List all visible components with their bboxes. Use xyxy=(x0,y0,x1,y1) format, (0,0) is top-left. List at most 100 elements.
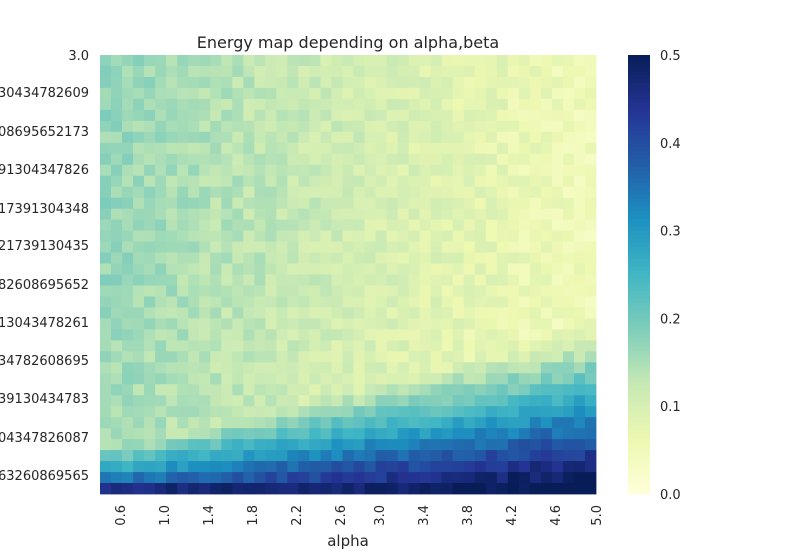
heatmap-cell xyxy=(585,461,596,472)
heatmap-cell xyxy=(342,220,353,231)
heatmap-cell xyxy=(133,66,144,77)
colorbar-segment xyxy=(628,175,650,179)
heatmap-cell xyxy=(100,187,111,198)
heatmap-cell xyxy=(276,340,287,351)
heatmap-cell xyxy=(254,88,265,99)
heatmap-cell xyxy=(398,373,409,384)
heatmap-cell xyxy=(309,209,320,220)
heatmap-cell xyxy=(155,307,166,318)
heatmap-cell xyxy=(309,461,320,472)
heatmap-cell xyxy=(574,439,585,450)
colorbar-segment xyxy=(628,346,650,350)
heatmap-cell xyxy=(342,88,353,99)
heatmap-cell xyxy=(442,176,453,187)
heatmap-cell xyxy=(232,307,243,318)
heatmap-cell xyxy=(243,307,254,318)
heatmap-cell xyxy=(431,253,442,264)
heatmap-cell xyxy=(387,439,398,450)
heatmap-cell xyxy=(387,384,398,395)
heatmap-cell xyxy=(442,461,453,472)
heatmap-cell xyxy=(221,132,232,143)
colorbar-segment xyxy=(628,207,650,211)
heatmap-cell xyxy=(320,55,331,66)
heatmap-cell xyxy=(398,154,409,165)
heatmap-cell xyxy=(309,231,320,242)
heatmap-cell xyxy=(497,307,508,318)
heatmap-cell xyxy=(210,66,221,77)
heatmap-cell xyxy=(354,154,365,165)
heatmap-cell xyxy=(298,143,309,154)
colorbar-segment xyxy=(628,318,650,322)
heatmap-cell xyxy=(166,406,177,417)
colorbar-segment xyxy=(628,195,650,199)
heatmap-cell xyxy=(210,253,221,264)
heatmap-cell xyxy=(563,406,574,417)
heatmap-cell xyxy=(563,253,574,264)
heatmap-cell xyxy=(265,373,276,384)
heatmap-cell xyxy=(265,406,276,417)
heatmap-cell xyxy=(298,165,309,176)
heatmap-cell xyxy=(287,439,298,450)
heatmap-cell xyxy=(298,253,309,264)
heatmap-cell xyxy=(585,220,596,231)
heatmap-cell xyxy=(574,373,585,384)
heatmap-cell xyxy=(199,275,210,286)
heatmap-cell xyxy=(530,198,541,209)
heatmap-cell xyxy=(254,351,265,362)
heatmap-cell xyxy=(287,275,298,286)
colorbar-segment xyxy=(628,418,650,422)
heatmap-cell xyxy=(265,285,276,296)
colorbar-segment xyxy=(628,227,650,231)
heatmap-cell xyxy=(530,143,541,154)
heatmap-cell xyxy=(144,340,155,351)
heatmap-cell xyxy=(254,209,265,220)
heatmap-cell xyxy=(552,395,563,406)
heatmap-cell xyxy=(387,110,398,121)
heatmap-cell xyxy=(574,154,585,165)
heatmap-cell xyxy=(365,220,376,231)
heatmap-cell xyxy=(265,384,276,395)
heatmap-cell xyxy=(354,99,365,110)
heatmap-cell xyxy=(232,384,243,395)
colorbar-segment xyxy=(628,306,650,310)
heatmap-cell xyxy=(354,176,365,187)
heatmap-cell xyxy=(398,450,409,461)
heatmap-cell xyxy=(221,231,232,242)
heatmap-cell xyxy=(464,483,475,494)
heatmap-cell xyxy=(563,428,574,439)
heatmap-cell xyxy=(342,329,353,340)
heatmap-cell xyxy=(320,340,331,351)
heatmap-cell xyxy=(188,198,199,209)
heatmap-cell xyxy=(232,296,243,307)
heatmap-cell xyxy=(486,483,497,494)
heatmap-cell xyxy=(243,220,254,231)
colorbar-segment xyxy=(628,326,650,330)
heatmap-cell xyxy=(188,275,199,286)
heatmap-cell xyxy=(232,143,243,154)
x-tick-label: 3.4 xyxy=(417,505,432,526)
heatmap-cell xyxy=(497,143,508,154)
heatmap-cell xyxy=(320,395,331,406)
heatmap-cell xyxy=(254,264,265,275)
heatmap-cell xyxy=(265,253,276,264)
heatmap-cell xyxy=(122,439,133,450)
heatmap-cell xyxy=(298,132,309,143)
heatmap-cell xyxy=(497,275,508,286)
heatmap-cell xyxy=(254,99,265,110)
heatmap-cell xyxy=(265,110,276,121)
heatmap-cell xyxy=(309,395,320,406)
heatmap-cell xyxy=(177,132,188,143)
heatmap-cell xyxy=(376,406,387,417)
heatmap-cell xyxy=(265,88,276,99)
heatmap-cell xyxy=(243,55,254,66)
heatmap-cell xyxy=(144,55,155,66)
heatmap-cell xyxy=(497,384,508,395)
heatmap-cell xyxy=(409,384,420,395)
heatmap-cell xyxy=(464,417,475,428)
heatmap-cell xyxy=(122,264,133,275)
heatmap-cell xyxy=(442,384,453,395)
heatmap-cell xyxy=(431,209,442,220)
heatmap-cell xyxy=(287,318,298,329)
heatmap-cell xyxy=(519,88,530,99)
heatmap-cell xyxy=(210,264,221,275)
